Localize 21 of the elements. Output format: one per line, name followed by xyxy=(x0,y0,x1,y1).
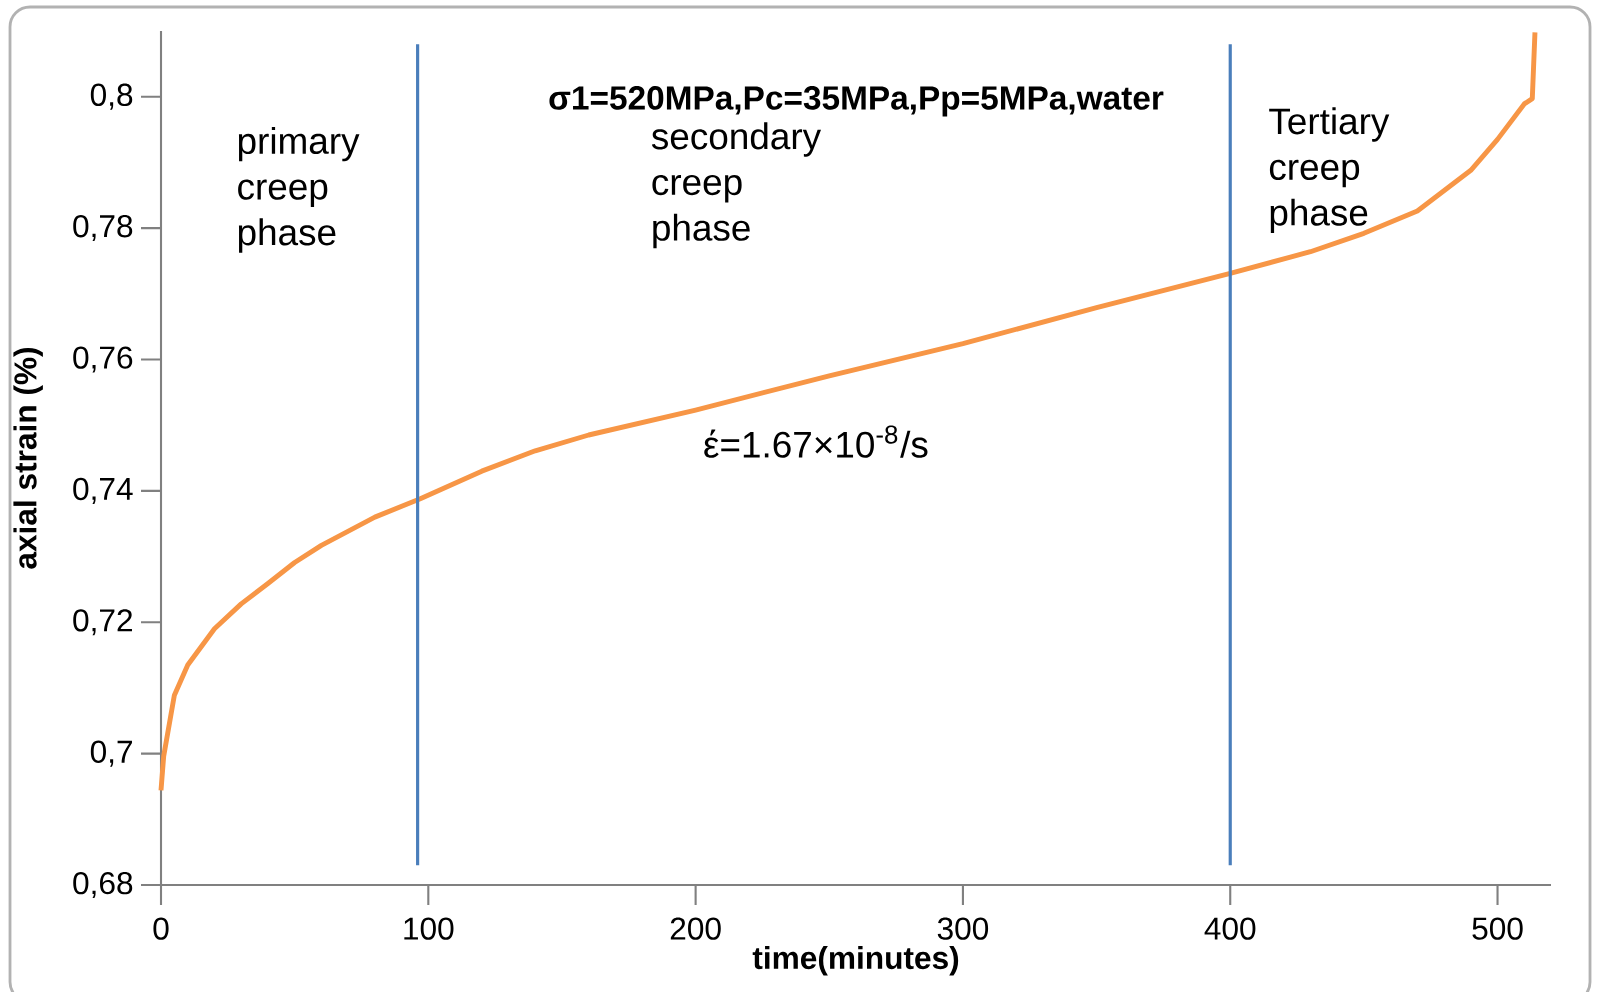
y-axis-title: axial strain (%) xyxy=(13,347,43,569)
annotation: secondary creep phase xyxy=(651,122,822,249)
x-tick-label: 400 xyxy=(1204,917,1256,940)
x-tick-label: 300 xyxy=(937,917,989,940)
y-tick-label: 0,68 xyxy=(73,871,133,899)
line-series xyxy=(158,29,1538,793)
y-tick-label: 0,76 xyxy=(73,346,133,373)
x-tick-label: 200 xyxy=(670,917,721,940)
y-tick-label: 0,74 xyxy=(73,477,133,504)
x-tick-label: 100 xyxy=(404,917,454,940)
annotation: Tertiary creep phase xyxy=(1269,107,1390,234)
y-tick-label: 0,72 xyxy=(73,609,132,636)
y-tick-label: 0,7 xyxy=(90,740,132,767)
y-tick-label: 0,8 xyxy=(90,83,133,110)
x-tick-label: 500 xyxy=(1472,917,1523,940)
text: σ1=520MPa,Pc=35MPa,Pp=5MPa,water xyxy=(549,86,1164,117)
annotation: primary creep phase xyxy=(238,126,360,253)
x-axis-title: time(minutes) xyxy=(752,945,959,976)
x-tick-label: 0 xyxy=(153,917,169,940)
y-tick-label: 0,78 xyxy=(73,214,133,242)
annotation: έ=1.67×10$^{-8}$/s xyxy=(704,425,928,458)
